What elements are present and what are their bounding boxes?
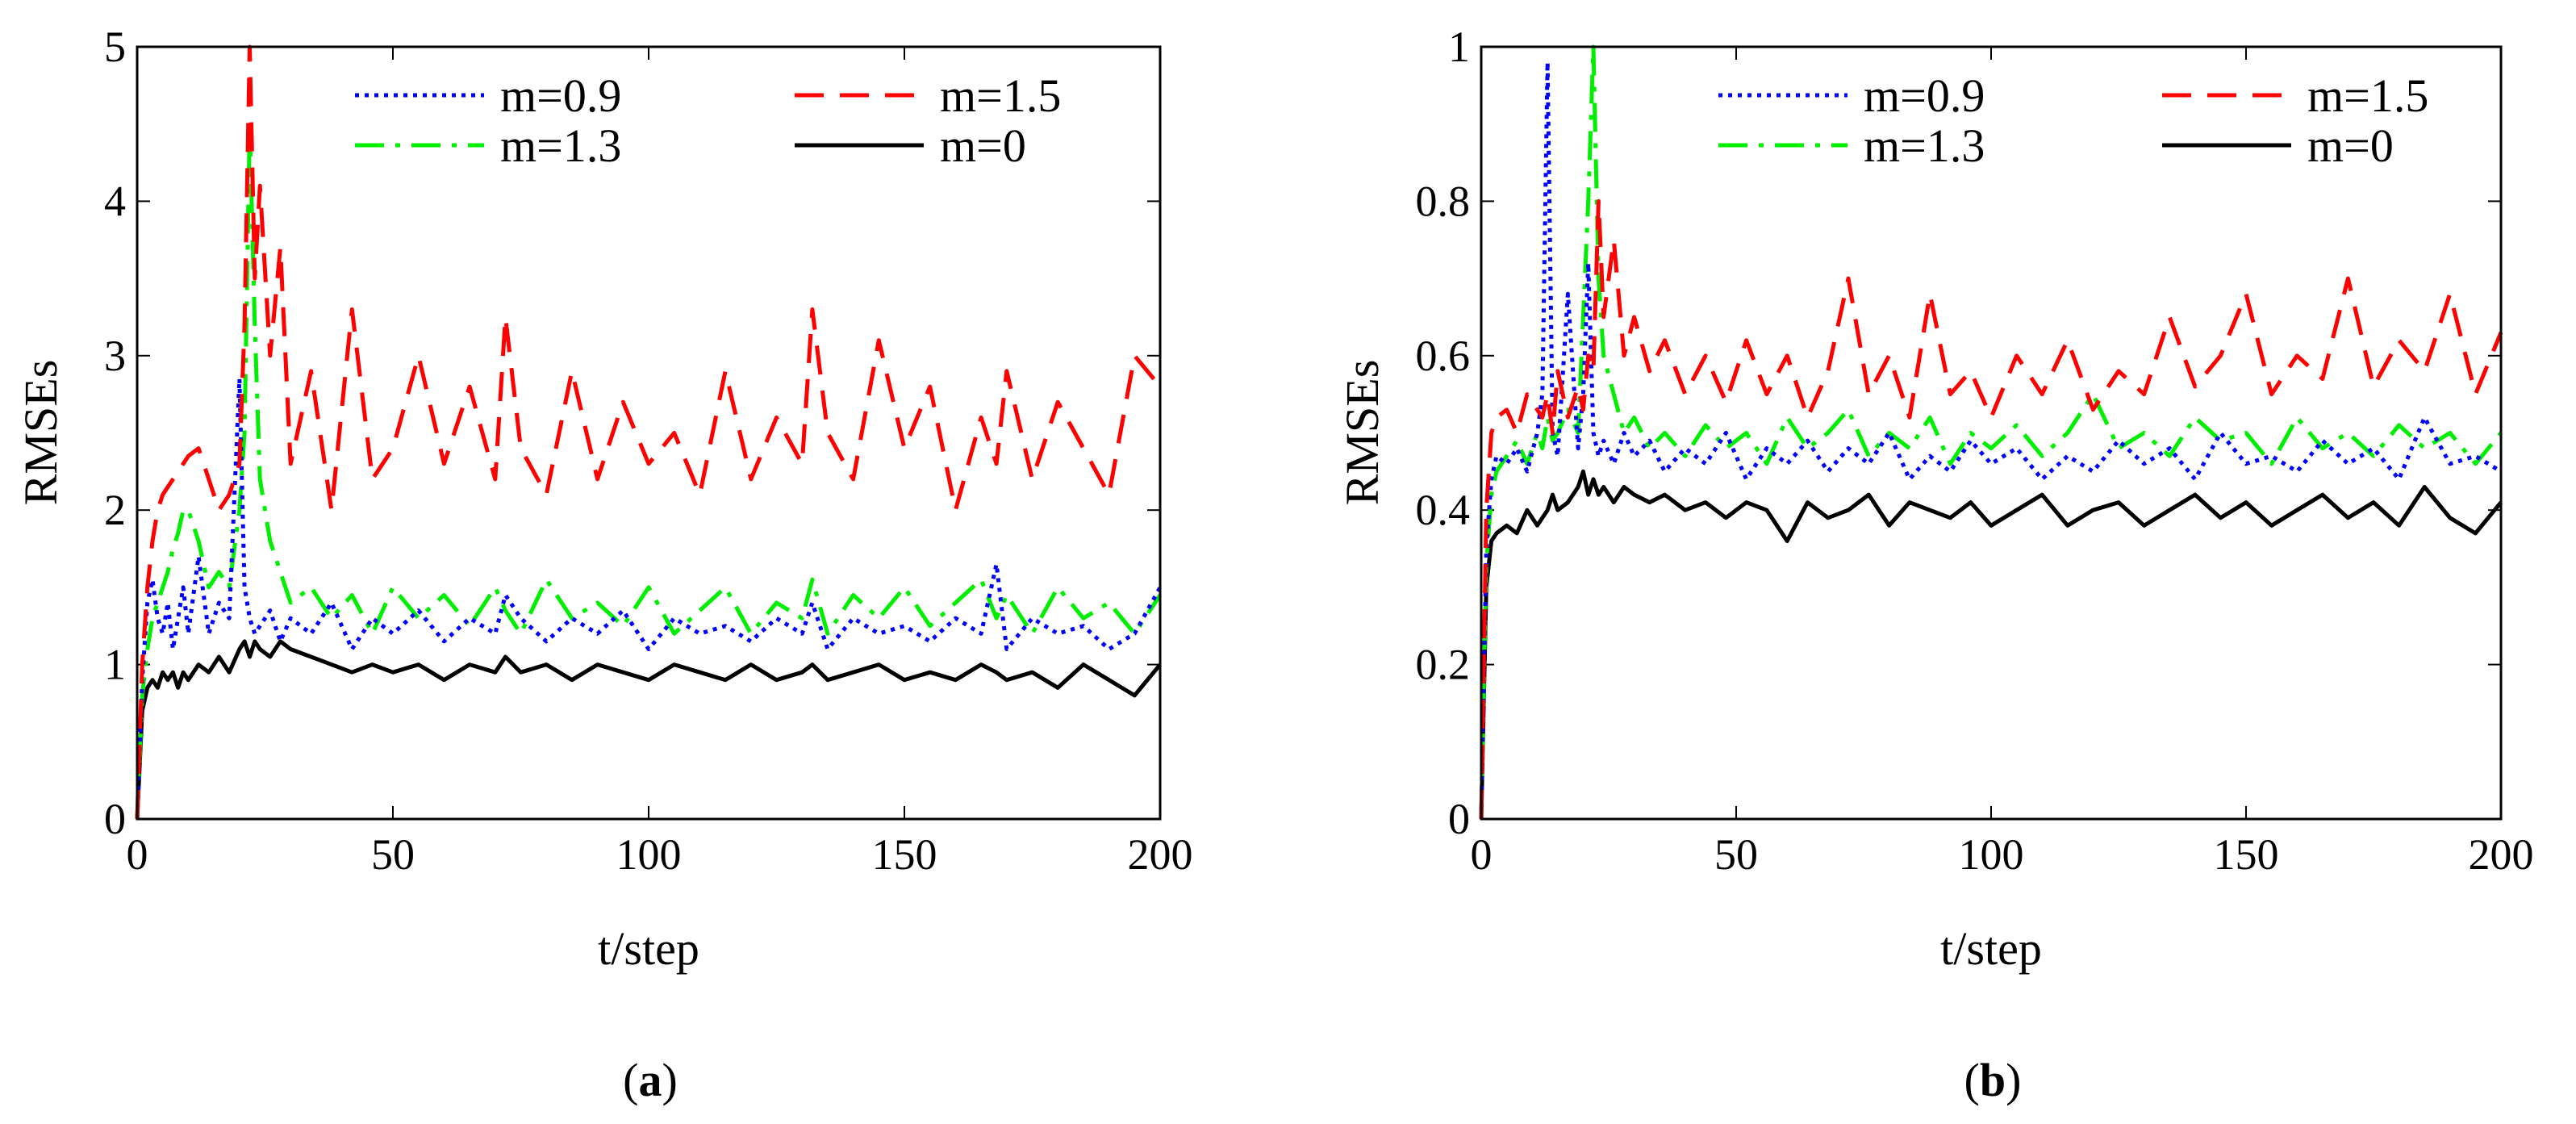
plot-frame-b xyxy=(1480,45,2503,821)
legend-label-b-m=1.3: m=1.3 xyxy=(1864,119,1985,172)
chart-panel-a: m=0.9 m=1.5 m=1.3 m=0 0 50 100 150 200 0 1 2 3 4 5 t/… xyxy=(15,23,1193,975)
series-line-a-m=1.5 xyxy=(135,44,1162,820)
x-tick-label-b-4: 200 xyxy=(2469,830,2534,879)
caption-a: (a) xyxy=(623,1054,678,1106)
x-tick-label-b-1: 50 xyxy=(1714,830,1758,879)
y-tick-label-b-3: 0.6 xyxy=(1416,332,1471,380)
caption-a-close: ) xyxy=(662,1054,678,1106)
x-tick-label-b-0: 0 xyxy=(1471,830,1493,879)
plot-area-a xyxy=(137,47,1160,819)
legend-item-b-m=1.3: m=1.3 xyxy=(1718,119,1985,172)
series-line-a-m=1.3 xyxy=(135,122,1163,820)
series-group-a xyxy=(135,44,1163,820)
series-group-b xyxy=(1479,44,2503,820)
y-tick-label-a-1: 1 xyxy=(104,641,126,689)
series-line-a-m=0 xyxy=(135,639,1162,820)
legend-item-b-m=0: m=0 xyxy=(2162,119,2394,172)
series-line-b-m=0 xyxy=(1479,469,2503,820)
y-tick-label-b-0: 0 xyxy=(1448,795,1470,843)
x-axis-label-b: t/step xyxy=(1940,922,2042,975)
x-tick-label-a-2: 100 xyxy=(616,830,682,879)
y-tick-label-b-1: 0.2 xyxy=(1416,641,1471,689)
series-line-b-m=1.3 xyxy=(1479,44,2503,820)
y-axis-label-a: RMSEs xyxy=(15,360,67,506)
x-tick-label-a-3: 150 xyxy=(872,830,937,879)
caption-b-open: ( xyxy=(1964,1054,1980,1106)
y-tick-label-b-4: 0.8 xyxy=(1416,177,1471,225)
y-axis-label-b: RMSEs xyxy=(1336,360,1388,506)
tick-labels-a: 0 50 100 150 200 0 1 2 3 4 5 xyxy=(104,23,1193,879)
chart-panel-b: m=0.9 m=1.5 m=1.3 m=0 0 50 100 150 200 0 0.2 0.4 0.… xyxy=(1336,23,2534,975)
legend-item-a-m=0: m=0 xyxy=(795,119,1026,172)
legend-item-a-m=1.5: m=1.5 xyxy=(795,69,1061,122)
y-tick-label-a-5: 5 xyxy=(104,23,126,71)
caption-b-letter: b xyxy=(1980,1054,2006,1106)
tick-labels-b: 0 50 100 150 200 0 0.2 0.4 0.6 0.8 1 xyxy=(1416,23,2534,879)
legend-label-a-m=0: m=0 xyxy=(940,119,1026,172)
caption-a-open: ( xyxy=(623,1054,638,1106)
legend-label-b-m=0.9: m=0.9 xyxy=(1864,69,1985,122)
x-tick-label-a-1: 50 xyxy=(371,830,415,879)
y-tick-label-b-2: 0.4 xyxy=(1416,486,1471,534)
legend-label-a-m=1.3: m=1.3 xyxy=(500,119,621,172)
legend-b: m=0.9 m=1.5 m=1.3 m=0 xyxy=(1718,69,2428,172)
y-tick-label-a-2: 2 xyxy=(104,486,126,534)
x-tick-label-b-3: 150 xyxy=(2214,830,2279,879)
plot-frame-a xyxy=(136,45,1162,821)
x-tick-label-a-0: 0 xyxy=(127,830,148,879)
caption-a-letter: a xyxy=(639,1054,662,1106)
legend-a: m=0.9 m=1.5 m=1.3 m=0 xyxy=(355,69,1061,172)
x-axis-label-a: t/step xyxy=(598,922,699,975)
legend-label-a-m=1.5: m=1.5 xyxy=(940,69,1061,122)
legend-item-a-m=0.9: m=0.9 xyxy=(355,69,621,122)
x-tick-label-a-4: 200 xyxy=(1128,830,1193,879)
caption-b: (b) xyxy=(1964,1054,2022,1106)
legend-label-b-m=1.5: m=1.5 xyxy=(2307,69,2428,122)
legend-label-a-m=0.9: m=0.9 xyxy=(500,69,621,122)
series-line-b-m=1.5 xyxy=(1479,198,2503,820)
legend-item-b-m=1.5: m=1.5 xyxy=(2162,69,2428,122)
plot-area-b xyxy=(1481,47,2501,819)
x-tick-label-b-2: 100 xyxy=(1959,830,2024,879)
caption-b-close: ) xyxy=(2006,1054,2021,1106)
y-tick-label-a-4: 4 xyxy=(104,177,126,225)
y-tick-label-a-0: 0 xyxy=(104,795,126,843)
legend-item-a-m=1.3: m=1.3 xyxy=(355,119,621,172)
y-tick-label-b-5: 1 xyxy=(1448,23,1470,71)
y-tick-label-a-3: 3 xyxy=(104,332,126,380)
legend-item-b-m=0.9: m=0.9 xyxy=(1718,69,1985,122)
legend-label-b-m=0: m=0 xyxy=(2307,119,2394,172)
